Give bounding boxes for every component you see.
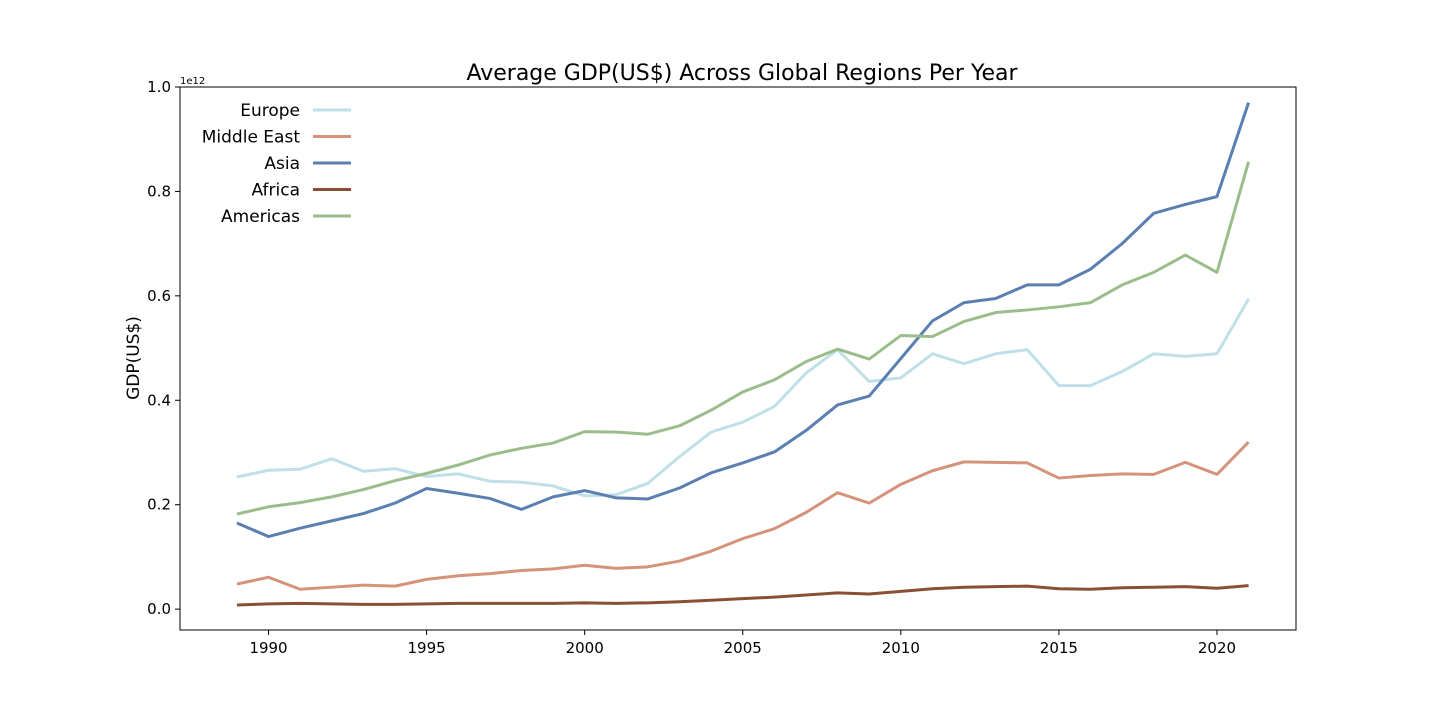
- x-tick-label: 2005: [724, 639, 762, 657]
- legend-label-middle-east: Middle East: [202, 128, 301, 148]
- series-line-americas: [236, 161, 1251, 516]
- legend-label-africa: Africa: [252, 181, 301, 201]
- chart-title: Average GDP(US$) Across Global Regions P…: [466, 61, 1018, 86]
- y-tick-label: 0.6: [147, 287, 171, 305]
- plot-area: 1990 1995 2000 2005 2010 2015 2020 0.0 0.2 0.4 0.6…: [147, 78, 1297, 657]
- series-line-middle-east: [236, 440, 1250, 591]
- legend-label-americas: Americas: [221, 207, 300, 227]
- series-line-europe: [236, 298, 1250, 498]
- series-line-africa: [236, 584, 1249, 607]
- x-tick-label: 2010: [882, 639, 920, 657]
- y-tick-label: 0.2: [147, 496, 171, 514]
- y-tick-label: 0.4: [147, 391, 171, 409]
- axes-frame: [179, 86, 1297, 631]
- x-tick-label: 1990: [249, 639, 287, 657]
- legend-label-asia: Asia: [264, 154, 300, 174]
- y-axis-offset-text: 1e12: [180, 76, 205, 87]
- y-axis-label: GDP(US$): [124, 316, 144, 400]
- x-tick-label: 2015: [1040, 639, 1078, 657]
- series-line-asia: [236, 102, 1251, 539]
- x-tick-label: 1995: [408, 639, 446, 657]
- y-tick-label: 0.8: [147, 182, 171, 200]
- x-tick-label: 2020: [1198, 639, 1236, 657]
- legend-label-europe: Europe: [240, 101, 300, 121]
- y-tick-label: 1.0: [147, 78, 171, 96]
- x-tick-label: 2000: [566, 639, 604, 657]
- y-tick-label: 0.0: [147, 600, 171, 618]
